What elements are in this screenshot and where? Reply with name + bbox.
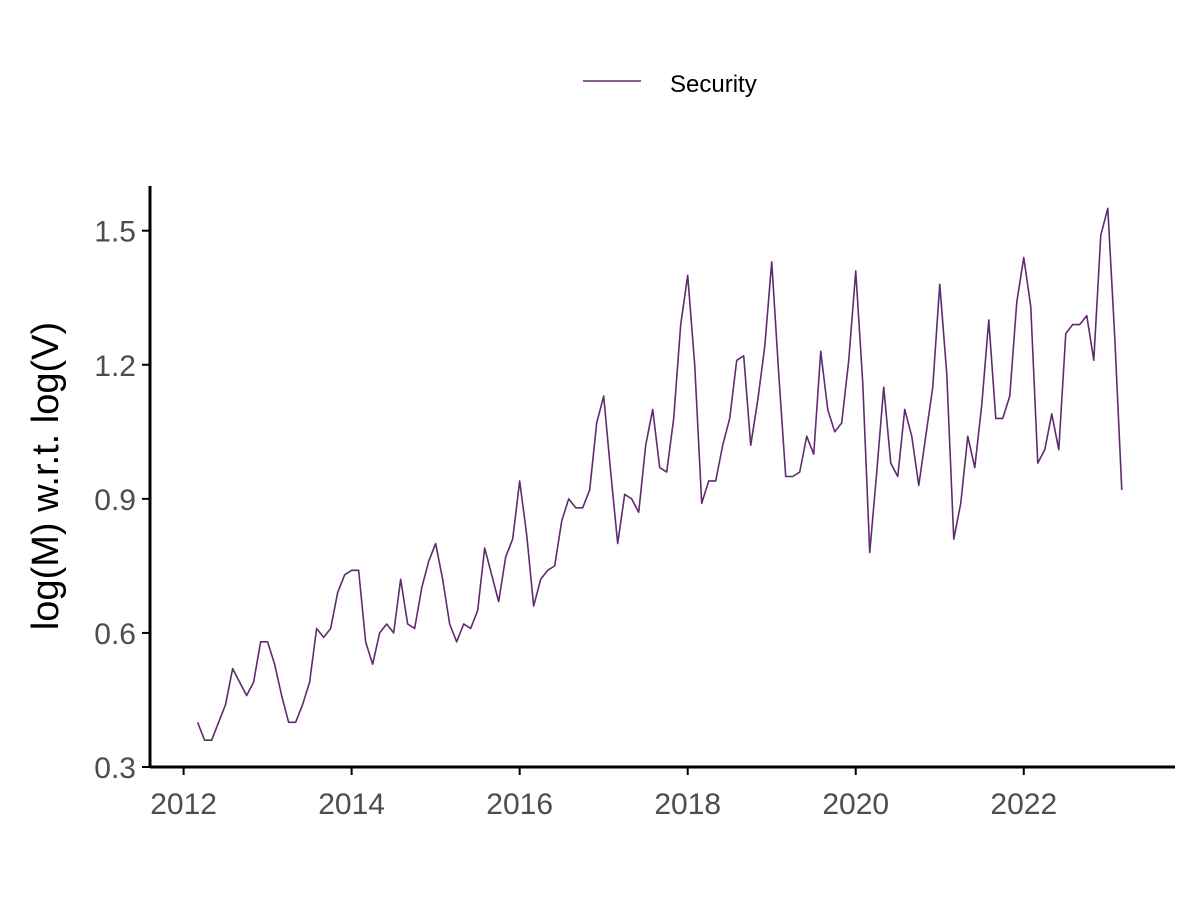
y-tick-label: 1.5 [94, 216, 136, 249]
x-tick-label: 2014 [318, 788, 385, 821]
x-tick-label: 2018 [654, 788, 721, 821]
y-tick-label: 0.3 [94, 752, 136, 785]
plot-area [196, 207, 1123, 741]
axes: 0.3 0.6 0.9 1.2 1.5 2012 2014 2016 2018 2020 2022 [94, 186, 1175, 821]
x-tick-label: 2022 [990, 788, 1057, 821]
y-tick-label: 0.6 [94, 618, 136, 651]
legend-label-security: Security [670, 71, 757, 98]
x-tick-label: 2016 [486, 788, 553, 821]
y-axis-title: log(M) w.r.t. log(V) [25, 322, 67, 630]
x-axis-ticks: 2012 2014 2016 2018 2020 2022 [150, 767, 1057, 821]
x-tick-label: 2020 [822, 788, 889, 821]
y-axis-ticks: 0.3 0.6 0.9 1.2 1.5 [94, 216, 150, 785]
y-tick-label: 1.2 [94, 350, 136, 383]
legend: Security [583, 71, 757, 98]
series-line-security [196, 207, 1123, 741]
x-tick-label: 2012 [150, 788, 217, 821]
y-tick-label: 0.9 [94, 484, 136, 517]
